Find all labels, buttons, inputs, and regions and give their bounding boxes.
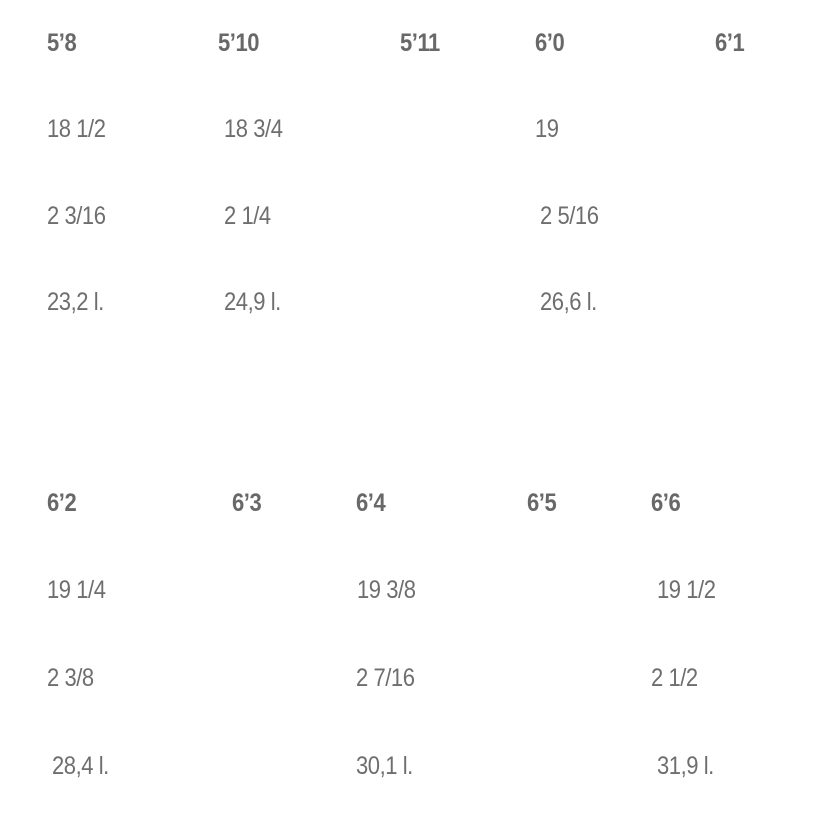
width-value: 19 1/4 [47,576,106,604]
size-header: 6’3 [232,489,262,517]
size-header: 5’10 [218,29,260,57]
volume-value: 31,9 l. [657,752,714,780]
width-value: 18 1/2 [47,115,106,143]
thickness-value: 2 1/2 [651,664,698,692]
size-header: 6’2 [47,489,77,517]
thickness-value: 2 1/4 [224,202,271,230]
size-header: 5’8 [47,29,77,57]
size-header: 6’0 [535,29,565,57]
volume-value: 30,1 l. [356,752,413,780]
thickness-value: 2 5/16 [540,202,599,230]
volume-value: 28,4 l. [52,752,109,780]
volume-value: 26,6 l. [540,288,597,316]
size-header: 5’11 [400,29,440,57]
width-value: 19 [535,115,559,143]
thickness-value: 2 3/8 [47,664,94,692]
size-header: 6’5 [527,489,557,517]
thickness-value: 2 3/16 [47,202,106,230]
size-header: 6’1 [715,29,745,57]
width-value: 19 1/2 [657,576,716,604]
volume-value: 24,9 l. [224,288,281,316]
thickness-value: 2 7/16 [356,664,415,692]
size-header: 6’6 [651,489,681,517]
width-value: 18 3/4 [224,115,283,143]
size-header: 6’4 [356,489,386,517]
volume-value: 23,2 l. [47,288,104,316]
width-value: 19 3/8 [357,576,416,604]
